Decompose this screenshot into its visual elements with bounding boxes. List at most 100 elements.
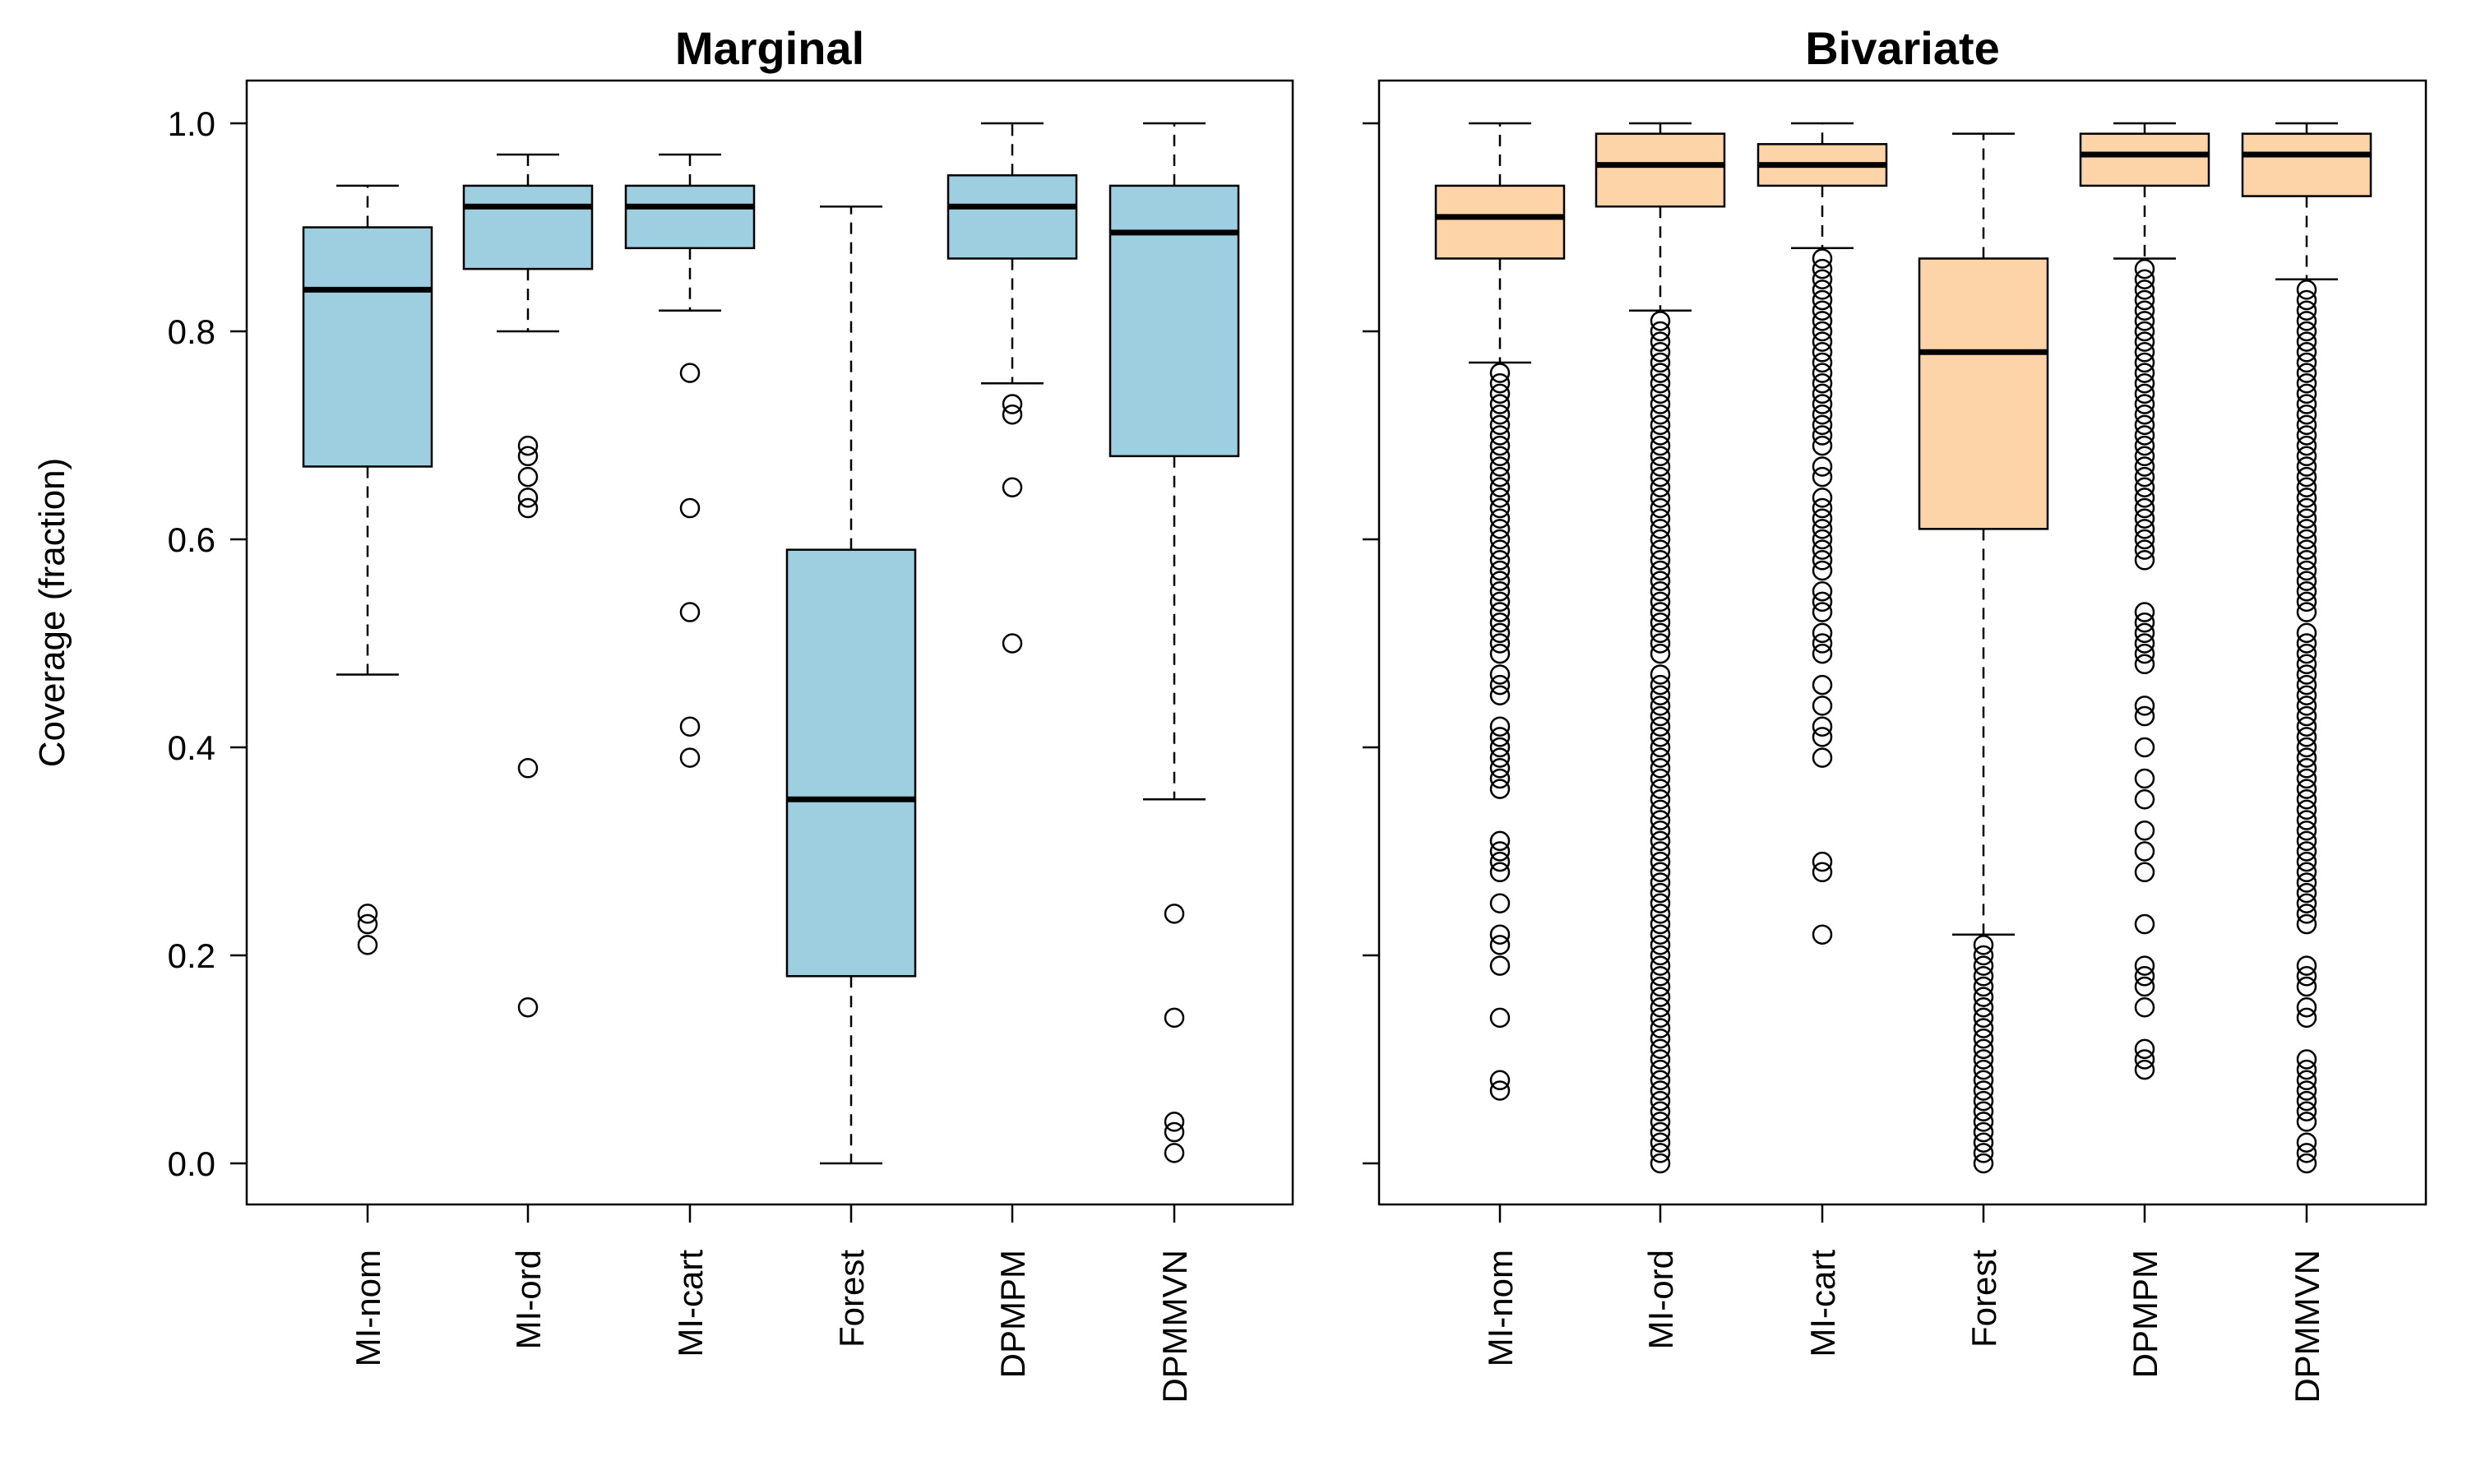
outlier-point [1650, 456, 1671, 477]
y-tick-label: 0.6 [168, 520, 215, 559]
outlier-point [2296, 342, 2317, 363]
outlier-point [2134, 737, 2155, 758]
outlier-point [1489, 539, 1511, 560]
outlier-point [1489, 373, 1511, 394]
iqr-box [2079, 132, 2210, 187]
outlier-point [1650, 727, 1671, 747]
outlier-point [2296, 1143, 2317, 1163]
outlier-point [2296, 529, 2317, 550]
outlier-point [2134, 488, 2155, 508]
outlier-point [1812, 394, 1833, 414]
outlier-point [1650, 342, 1671, 363]
outlier-point [2296, 571, 2317, 591]
outlier-point [2134, 966, 2155, 987]
box-dpmmvn: DPMMVN [1109, 122, 1240, 1403]
outlier-point [1489, 851, 1511, 872]
outlier-point [1812, 747, 1833, 768]
outlier-point [1489, 727, 1511, 747]
outlier-point [1650, 935, 1671, 955]
outlier-point [1650, 966, 1671, 987]
outlier-point [2296, 882, 2317, 904]
outlier-point [2134, 696, 2155, 716]
outlier-point [1489, 1080, 1511, 1101]
outlier-point [2296, 404, 2317, 425]
outlier-point [2296, 560, 2317, 581]
outlier-point [1164, 1112, 1185, 1132]
outlier-point [679, 747, 701, 768]
outlier-point [2296, 716, 2317, 737]
x-tick-label: DPMMVN [2288, 1250, 2326, 1403]
box-dpmpm: DPMPM [2079, 122, 2210, 1378]
outlier-point [2296, 654, 2317, 675]
outlier-point [2134, 955, 2155, 976]
outlier-point [2134, 331, 2155, 352]
outlier-point [2134, 497, 2155, 519]
outlier-point [1812, 321, 1833, 342]
outlier-point [2134, 705, 2155, 727]
outlier-point [1650, 945, 1671, 966]
outlier-point [1650, 924, 1671, 945]
x-tick-label: MI-nom [1481, 1250, 1520, 1366]
outlier-point [2296, 799, 2317, 821]
outlier-point [2134, 768, 2155, 789]
outlier-point [1650, 550, 1671, 571]
outlier-point [2296, 997, 2317, 1018]
outlier-point [2134, 414, 2155, 436]
outlier-point [1650, 1101, 1671, 1121]
outlier-point [2296, 966, 2317, 987]
iqr-box [462, 184, 594, 270]
outlier-point [1812, 258, 1833, 280]
outlier-point [517, 758, 539, 779]
outlier-point [1489, 747, 1511, 768]
outlier-point [1164, 904, 1185, 924]
outlier-point [1650, 363, 1671, 383]
outlier-point [1650, 591, 1671, 613]
outlier-point [1650, 1112, 1671, 1132]
outlier-point [2134, 862, 2155, 883]
outlier-point [1973, 1101, 1994, 1121]
outlier-point [1650, 1132, 1671, 1153]
outlier-point [1489, 633, 1511, 654]
outlier-point [1812, 539, 1833, 560]
outlier-point [2134, 654, 2155, 675]
outlier-point [357, 904, 378, 924]
outlier-point [1812, 289, 1833, 311]
outlier-point [2134, 311, 2155, 331]
outlier-point [1650, 383, 1671, 405]
outlier-point [2296, 519, 2317, 539]
outlier-point [2296, 820, 2317, 841]
outlier-point [517, 446, 539, 467]
outlier-point [1650, 820, 1671, 841]
outlier-point [1650, 488, 1671, 508]
outlier-point [2134, 633, 2155, 654]
outlier-point [2134, 550, 2155, 571]
outlier-point [1812, 331, 1833, 352]
outlier-point [2296, 685, 2317, 705]
outlier-point [1812, 456, 1833, 477]
outlier-point [2296, 747, 2317, 768]
box-mi-cart: MI-cart [1757, 122, 1888, 1357]
outlier-point [1812, 924, 1833, 945]
outlier-point [1164, 1007, 1185, 1029]
outlier-point [2296, 352, 2317, 373]
outlier-point [2134, 373, 2155, 394]
outlier-point [1812, 716, 1833, 737]
outlier-point [1812, 414, 1833, 436]
outlier-point [2296, 789, 2317, 810]
y-tick-label: 0.8 [168, 312, 215, 351]
outlier-point [1650, 882, 1671, 904]
outlier-point [1650, 602, 1671, 622]
outlier-point [2134, 258, 2155, 280]
outlier-point [2134, 425, 2155, 446]
outlier-point [2296, 674, 2317, 696]
outlier-point [1650, 705, 1671, 727]
outlier-point [2134, 519, 2155, 539]
outlier-point [2134, 466, 2155, 488]
outlier-point [1489, 550, 1511, 571]
outlier-point [2296, 696, 2317, 716]
outlier-point [1489, 830, 1511, 852]
outlier-point [1812, 727, 1833, 747]
x-tick-label: MI-cart [1803, 1250, 1842, 1357]
outlier-point [2296, 280, 2317, 300]
